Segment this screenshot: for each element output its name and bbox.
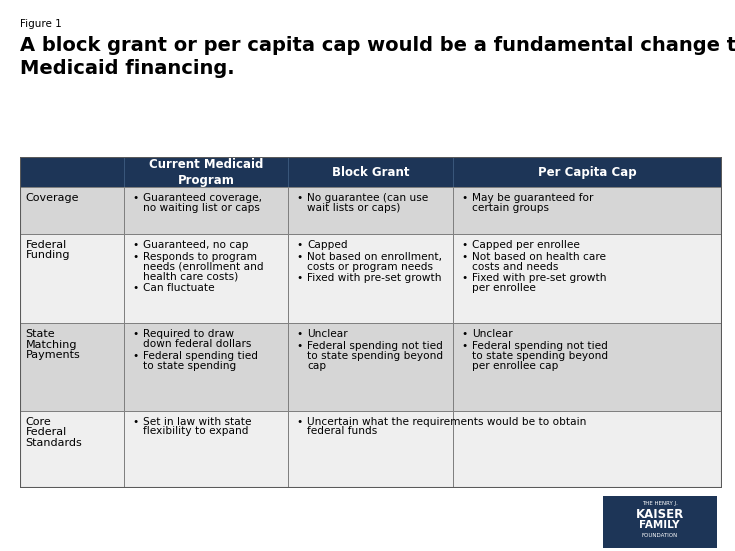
Text: •: • [296, 417, 303, 426]
Text: needs (enrollment and: needs (enrollment and [143, 262, 263, 272]
Text: health care costs): health care costs) [143, 272, 238, 282]
Text: cap: cap [307, 361, 326, 371]
Text: Guaranteed, no cap: Guaranteed, no cap [143, 240, 248, 250]
Bar [288, 234, 453, 323]
Text: Unclear: Unclear [307, 329, 348, 339]
Text: Not based on health care: Not based on health care [472, 252, 606, 262]
Text: Federal spending not tied: Federal spending not tied [307, 341, 442, 351]
Text: Coverage: Coverage [26, 193, 79, 203]
Text: •: • [296, 252, 303, 262]
Text: no waiting list or caps: no waiting list or caps [143, 203, 259, 213]
Text: Capped: Capped [307, 240, 348, 250]
Text: •: • [132, 351, 138, 361]
Text: FAMILY: FAMILY [639, 520, 680, 530]
Text: Federal: Federal [26, 427, 67, 437]
Text: Set in law with state: Set in law with state [143, 417, 251, 426]
Text: •: • [296, 329, 303, 339]
Text: costs or program needs: costs or program needs [307, 262, 433, 272]
Text: to state spending beyond: to state spending beyond [307, 351, 443, 361]
Text: wait lists or caps): wait lists or caps) [307, 203, 401, 213]
Bar [20, 234, 123, 323]
Text: •: • [132, 240, 138, 250]
Text: •: • [132, 193, 138, 203]
Text: costs and needs: costs and needs [472, 262, 559, 272]
Text: flexibility to expand: flexibility to expand [143, 426, 248, 436]
Bar [123, 410, 288, 488]
Text: Federal spending tied: Federal spending tied [143, 351, 258, 361]
Bar [123, 157, 288, 187]
Text: Uncertain what the requirements would be to obtain: Uncertain what the requirements would be… [307, 417, 587, 426]
Text: May be guaranteed for: May be guaranteed for [472, 193, 593, 203]
Bar [123, 187, 288, 234]
Text: •: • [296, 341, 303, 351]
Text: THE HENRY J.: THE HENRY J. [642, 501, 678, 506]
Text: •: • [462, 240, 467, 250]
Text: Current Medicaid
Program: Current Medicaid Program [148, 158, 263, 187]
Text: •: • [462, 193, 467, 203]
Text: FOUNDATION: FOUNDATION [642, 533, 678, 538]
Bar [288, 187, 453, 234]
Text: •: • [462, 252, 467, 262]
Text: Fixed with pre-set growth: Fixed with pre-set growth [472, 273, 606, 283]
Bar [288, 323, 453, 410]
Bar [453, 187, 722, 234]
Bar [20, 323, 123, 410]
Text: Block Grant: Block Grant [331, 166, 409, 179]
Text: Federal spending not tied: Federal spending not tied [472, 341, 608, 351]
Text: to state spending: to state spending [143, 361, 236, 371]
Text: Payments: Payments [26, 350, 80, 360]
Text: federal funds: federal funds [307, 426, 377, 436]
Text: •: • [296, 193, 303, 203]
Text: No guarantee (can use: No guarantee (can use [307, 193, 429, 203]
Text: A block grant or per capita cap would be a fundamental change to
Medicaid financ: A block grant or per capita cap would be… [20, 36, 735, 78]
Text: Figure 1: Figure 1 [20, 19, 62, 29]
Text: •: • [462, 329, 467, 339]
Text: •: • [132, 252, 138, 262]
Text: Guaranteed coverage,: Guaranteed coverage, [143, 193, 262, 203]
Text: certain groups: certain groups [472, 203, 549, 213]
Text: Not based on enrollment,: Not based on enrollment, [307, 252, 442, 262]
Bar [20, 410, 123, 488]
Text: •: • [132, 283, 138, 293]
Text: Unclear: Unclear [472, 329, 512, 339]
Text: Federal: Federal [26, 240, 67, 250]
Bar [453, 234, 722, 323]
Text: to state spending beyond: to state spending beyond [472, 351, 608, 361]
Bar [288, 410, 453, 488]
Bar [123, 234, 288, 323]
Text: KAISER: KAISER [636, 507, 684, 521]
Text: State: State [26, 329, 55, 339]
Text: Can fluctuate: Can fluctuate [143, 283, 215, 293]
Text: •: • [462, 341, 467, 351]
Text: per enrollee: per enrollee [472, 283, 536, 293]
Bar [453, 157, 722, 187]
Text: Fixed with pre-set growth: Fixed with pre-set growth [307, 273, 442, 283]
Text: down federal dollars: down federal dollars [143, 339, 251, 349]
Text: Funding: Funding [26, 250, 70, 260]
Bar [453, 323, 722, 410]
Bar [453, 410, 722, 488]
Text: •: • [132, 417, 138, 426]
Bar [20, 157, 123, 187]
Text: •: • [462, 273, 467, 283]
Text: per enrollee cap: per enrollee cap [472, 361, 559, 371]
Bar [20, 187, 123, 234]
Text: Per Capita Cap: Per Capita Cap [538, 166, 637, 179]
Text: Standards: Standards [26, 437, 82, 448]
Text: Core: Core [26, 417, 51, 426]
Bar [288, 157, 453, 187]
Text: •: • [296, 240, 303, 250]
Text: •: • [132, 329, 138, 339]
Text: Capped per enrollee: Capped per enrollee [472, 240, 580, 250]
Bar [123, 323, 288, 410]
Text: •: • [296, 273, 303, 283]
Text: Responds to program: Responds to program [143, 252, 257, 262]
Text: Matching: Matching [26, 339, 77, 349]
Text: Required to draw: Required to draw [143, 329, 234, 339]
